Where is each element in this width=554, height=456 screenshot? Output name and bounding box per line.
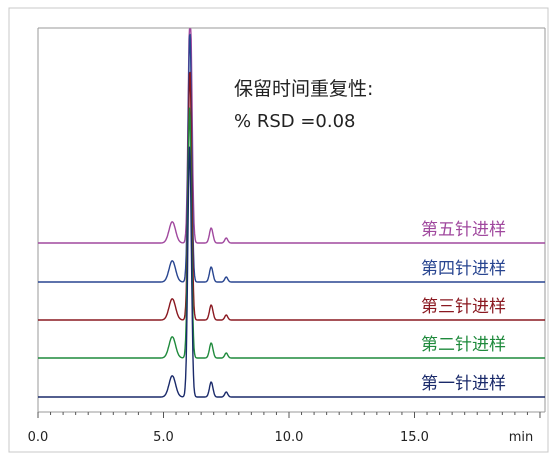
series-line	[37, 146, 546, 398]
plot-frame-group	[8, 7, 549, 453]
x-tick-label: 10.0	[275, 430, 304, 445]
series-label: 第四针进样	[421, 259, 506, 279]
x-axis-group: 0.0 5.0 10.0 15.0 min	[28, 412, 541, 445]
series-line	[37, 71, 546, 321]
x-axis-unit-label: min	[509, 430, 534, 445]
series-label: 第三针进样	[421, 297, 506, 317]
x-tick-label: 5.0	[153, 430, 174, 445]
series-line	[37, 28, 546, 244]
figure-border	[8, 7, 549, 453]
annotation-line-1: 保留时间重复性:	[234, 78, 373, 100]
x-tick-label: 15.0	[400, 430, 429, 445]
series-label: 第一针进样	[421, 374, 506, 394]
series-line	[37, 33, 546, 283]
series-line	[37, 107, 546, 359]
series-label: 第五针进样	[421, 220, 506, 240]
traces-group	[37, 28, 546, 398]
x-tick-label: 0.0	[28, 430, 49, 445]
series-label: 第二针进样	[421, 335, 506, 355]
annotation-line-2: % RSD =0.08	[234, 111, 356, 132]
